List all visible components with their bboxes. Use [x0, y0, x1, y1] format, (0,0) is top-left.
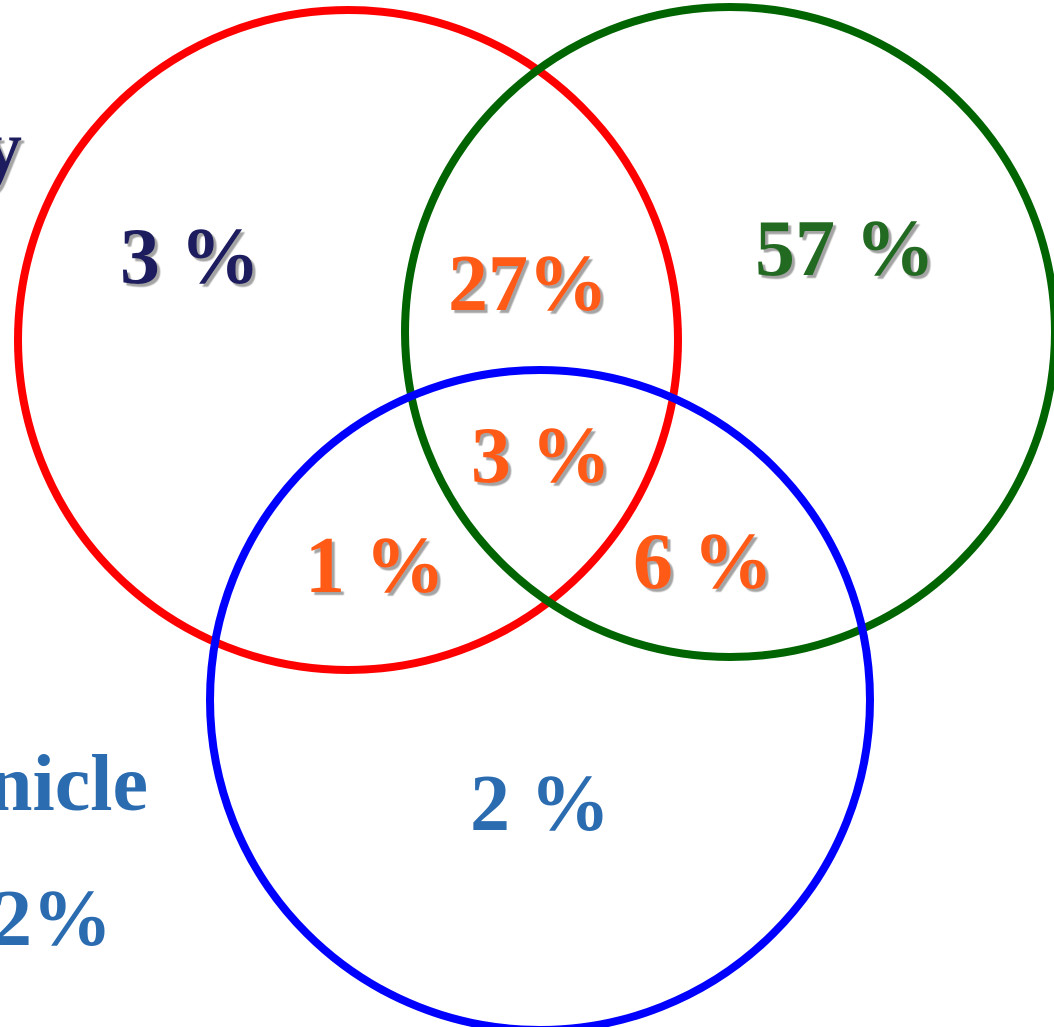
top-left-label-fragment: y	[0, 105, 22, 193]
green-blue-overlap-label: 6 %	[633, 518, 773, 606]
all-three-overlap-label: 3 %	[471, 412, 611, 500]
blue-only-label: 2 %	[470, 760, 610, 848]
blue-set-name-label: nicle	[0, 740, 148, 828]
blue-set-total-label: 2%	[0, 875, 112, 963]
red-green-overlap-label: 27%	[448, 240, 608, 328]
red-blue-overlap-label: 1 %	[305, 522, 445, 610]
green-only-label: 57 %	[755, 205, 935, 293]
blue-set-circle	[206, 366, 874, 1027]
red-set-circle	[14, 6, 682, 674]
red-only-label: 3 %	[120, 213, 260, 301]
green-set-circle	[401, 3, 1054, 661]
